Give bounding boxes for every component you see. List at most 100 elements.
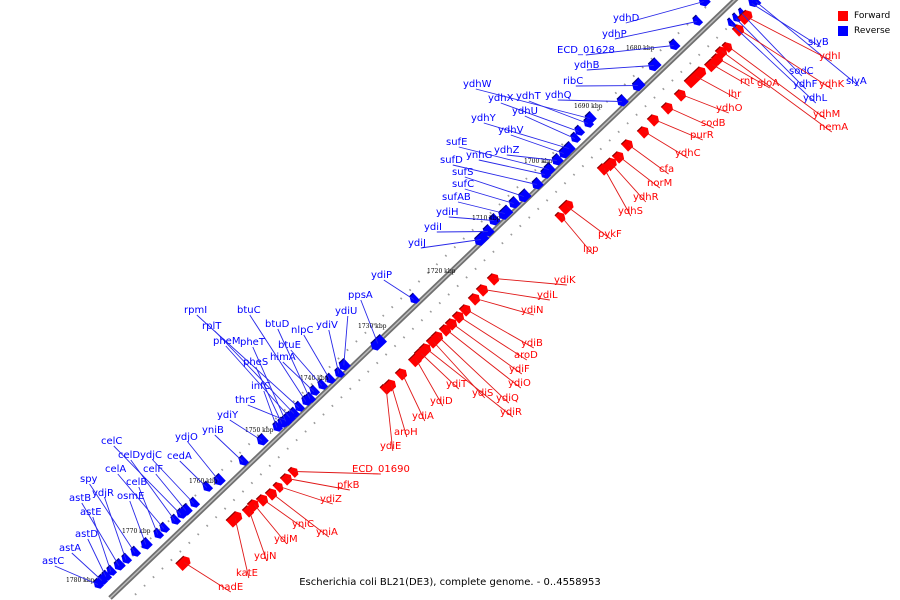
gene-feature-ydiZ[interactable]: [272, 482, 284, 493]
gene-feature-ydiO[interactable]: [439, 324, 452, 337]
gene-feature-btuC[interactable]: [301, 395, 313, 406]
gene-feature-ydhD[interactable]: [699, 0, 711, 7]
gene-label-aroH[interactable]: aroH: [394, 427, 418, 438]
gene-feature-ydhC[interactable]: [637, 126, 650, 139]
gene-label-ydhW[interactable]: ydhW: [463, 79, 492, 90]
gene-label-ynhG[interactable]: ynhG: [466, 150, 492, 161]
gene-feature-ydiR[interactable]: [419, 343, 432, 356]
gene-feature-ydjM[interactable]: [247, 499, 260, 512]
gene-feature-ECD_01690[interactable]: [287, 467, 299, 478]
gene-feature-thrS[interactable]: [279, 412, 295, 427]
gene-feature-ydjN[interactable]: [242, 505, 255, 518]
gene-feature-ydiP[interactable]: [409, 293, 421, 304]
gene-label-ydiN[interactable]: ydiN: [521, 305, 544, 316]
gene-label-ydiU[interactable]: ydiU: [335, 306, 357, 317]
gene-label-astE[interactable]: astE: [80, 507, 102, 518]
gene-label-astD[interactable]: astD: [75, 529, 98, 540]
gene-feature-ydhP[interactable]: [692, 15, 704, 26]
gene-label-ydiE[interactable]: ydiE: [380, 441, 401, 452]
gene-label-ECD_01628[interactable]: ECD_01628: [557, 45, 615, 56]
gene-feature-ydiB[interactable]: [459, 304, 472, 317]
gene-feature-rpmI[interactable]: [294, 401, 306, 412]
gene-label-ydhM[interactable]: ydhM: [813, 109, 840, 120]
gene-feature-cfa[interactable]: [621, 139, 634, 152]
gene-label-cfa[interactable]: cfa: [659, 164, 674, 175]
gene-feature-btuE[interactable]: [317, 379, 329, 390]
gene-label-rpmI[interactable]: rpmI: [184, 305, 207, 316]
gene-feature-spy[interactable]: [130, 546, 142, 557]
gene-label-ydhK[interactable]: ydhK: [819, 79, 845, 90]
gene-label-ECD_01690[interactable]: ECD_01690: [352, 464, 410, 475]
gene-label-spy[interactable]: spy: [80, 474, 98, 485]
gene-label-norM[interactable]: norM: [647, 178, 672, 189]
gene-feature-ydiF[interactable]: [445, 318, 458, 331]
gene-feature-ydhM[interactable]: [721, 42, 733, 53]
gene-feature-ydiT[interactable]: [414, 348, 427, 361]
gene-label-aroD[interactable]: aroD: [514, 350, 538, 361]
gene-feature-gloA[interactable]: [711, 53, 724, 66]
gene-label-ydiZ[interactable]: ydiZ: [320, 494, 342, 505]
gene-label-ydiO[interactable]: ydiO: [508, 378, 531, 389]
gene-label-ribC[interactable]: ribC: [563, 76, 583, 87]
gene-feature-ydiE[interactable]: [379, 384, 391, 395]
gene-feature-ydhZ[interactable]: [551, 153, 564, 166]
gene-label-ydhI[interactable]: ydhI: [819, 51, 841, 62]
gene-label-pfkB[interactable]: pfkB: [337, 480, 360, 491]
gene-label-infC[interactable]: infC: [251, 381, 271, 392]
gene-label-sodB[interactable]: sodB: [701, 118, 726, 129]
gene-label-ydiP[interactable]: ydiP: [371, 270, 392, 281]
gene-label-ydjM[interactable]: ydjM: [274, 534, 298, 545]
gene-label-pheS[interactable]: pheS: [243, 357, 268, 368]
gene-label-celA[interactable]: celA: [105, 464, 126, 475]
gene-label-ydiL[interactable]: ydiL: [537, 290, 558, 301]
gene-label-thrS[interactable]: thrS: [235, 395, 256, 406]
gene-feature-ynhG[interactable]: [540, 168, 552, 179]
gene-label-slyB[interactable]: slyB: [808, 37, 829, 48]
gene-label-rplT[interactable]: rplT: [202, 321, 222, 332]
gene-feature-lpp[interactable]: [554, 212, 566, 223]
gene-label-ydhX[interactable]: ydhX: [488, 93, 514, 104]
gene-label-sodC[interactable]: sodC: [789, 66, 814, 77]
gene-feature-ydiJ[interactable]: [474, 231, 490, 246]
gene-feature-celD[interactable]: [170, 514, 182, 525]
gene-feature-astC[interactable]: [93, 578, 105, 589]
gene-feature-cedA[interactable]: [202, 481, 214, 492]
gene-feature-ydiK[interactable]: [487, 273, 500, 286]
gene-label-astC[interactable]: astC: [42, 556, 64, 567]
gene-label-pykF[interactable]: pykF: [598, 229, 622, 240]
gene-label-ydhU[interactable]: ydhU: [512, 106, 538, 117]
gene-label-ydiA[interactable]: ydiA: [412, 411, 434, 422]
gene-label-yniA[interactable]: yniA: [316, 527, 338, 538]
gene-label-ydiR[interactable]: ydiR: [500, 407, 522, 418]
gene-label-ydjO[interactable]: ydjO: [175, 432, 198, 443]
gene-label-ydiH[interactable]: ydiH: [436, 207, 459, 218]
gene-label-ydhV[interactable]: ydhV: [498, 125, 524, 136]
gene-feature-ppsA[interactable]: [370, 334, 387, 351]
gene-feature-sodB[interactable]: [661, 102, 674, 115]
gene-label-ydiF[interactable]: ydiF: [509, 364, 530, 375]
gene-feature-ydiN[interactable]: [468, 293, 481, 306]
gene-feature-yniA[interactable]: [265, 488, 278, 501]
gene-feature-ydhV[interactable]: [558, 146, 571, 159]
gene-label-astB[interactable]: astB: [69, 493, 91, 504]
gene-feature-pfkB[interactable]: [280, 473, 293, 486]
gene-label-purR[interactable]: purR: [690, 130, 714, 141]
gene-feature-ydhQ[interactable]: [616, 94, 629, 107]
gene-label-ydjN[interactable]: ydjN: [254, 551, 277, 562]
gene-label-osmE[interactable]: osmE: [117, 491, 144, 502]
gene-label-ydhT[interactable]: ydhT: [516, 91, 542, 102]
gene-label-ydiD[interactable]: ydiD: [430, 396, 453, 407]
gene-feature-ydhL[interactable]: [727, 17, 737, 28]
gene-label-nlpC[interactable]: nlpC: [291, 325, 313, 336]
gene-label-celF[interactable]: celF: [143, 464, 163, 475]
gene-feature-nadE[interactable]: [175, 556, 191, 571]
gene-label-cedA[interactable]: cedA: [167, 451, 192, 462]
gene-label-sufAB[interactable]: sufAB: [442, 192, 471, 203]
gene-label-ydhL[interactable]: ydhL: [803, 93, 828, 104]
gene-label-slyA[interactable]: slyA: [846, 76, 867, 87]
gene-label-sufD[interactable]: sufD: [440, 155, 463, 166]
gene-label-ydhR[interactable]: ydhR: [633, 192, 659, 203]
gene-label-ydiT[interactable]: ydiT: [446, 379, 468, 390]
gene-label-ydiB[interactable]: ydiB: [521, 338, 543, 349]
gene-feature-ydhF[interactable]: [732, 12, 742, 23]
